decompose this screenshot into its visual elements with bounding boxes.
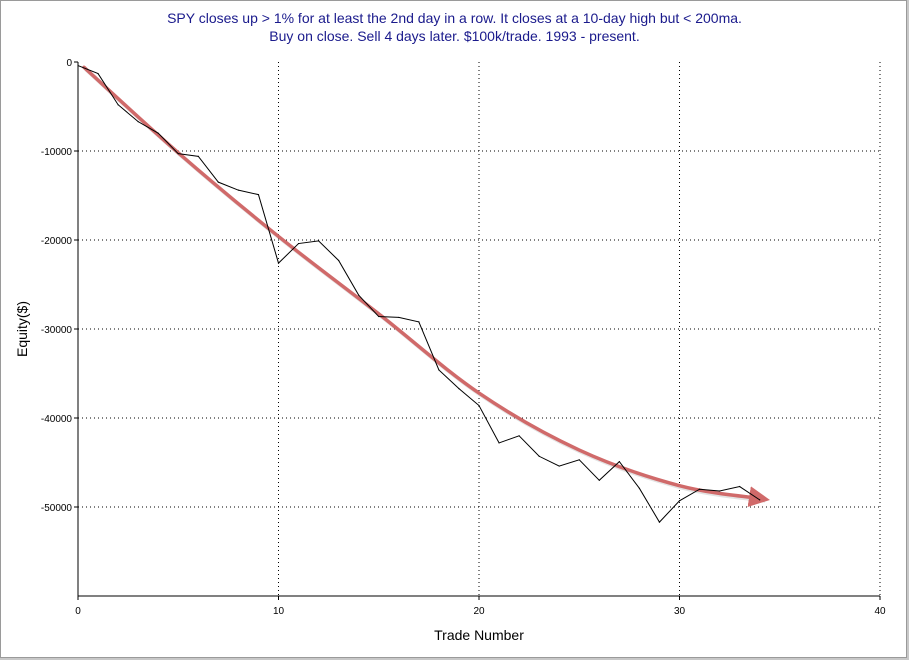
y-axis-label: Equity($) — [14, 301, 30, 357]
y-tick-label: -30000 — [41, 325, 73, 336]
equity-point — [618, 461, 620, 463]
equity-point — [678, 500, 681, 502]
equity-point — [458, 388, 460, 390]
equity-point — [518, 435, 520, 437]
x-tick-label: 20 — [473, 606, 485, 617]
series-group — [77, 64, 761, 523]
equity-point — [358, 294, 360, 296]
equity-point — [558, 465, 560, 467]
x-tick-label: 10 — [273, 606, 285, 617]
equity-point — [538, 455, 540, 457]
equity-point — [438, 369, 440, 371]
chart-subtitle: Buy on close. Sell 4 days later. $100k/t… — [269, 28, 640, 44]
equity-point — [698, 488, 701, 490]
trend-arrow-line — [82, 65, 770, 508]
equity-point — [398, 316, 400, 319]
x-tick-label: 30 — [674, 606, 686, 617]
equity-point — [297, 242, 300, 245]
equity-point — [418, 321, 420, 323]
equity-point — [719, 490, 721, 492]
equity-point — [217, 181, 219, 183]
equity-point — [77, 64, 79, 67]
equity-point — [578, 459, 580, 461]
equity-point — [177, 153, 179, 155]
equity-point — [759, 499, 761, 501]
equity-point — [277, 262, 280, 264]
equity-point — [378, 315, 380, 318]
trend-arrow — [82, 65, 770, 508]
equity-point — [97, 72, 99, 75]
x-tick-label: 40 — [874, 606, 886, 617]
equity-point — [237, 189, 239, 191]
chart-title-block: SPY closes up > 1% for at least the 2nd … — [0, 9, 909, 45]
equity-point — [137, 121, 139, 123]
equity-point — [157, 132, 159, 134]
equity-point — [338, 259, 340, 262]
chart-title: SPY closes up > 1% for at least the 2nd … — [167, 10, 742, 26]
equity-point — [658, 521, 661, 523]
equity-point — [117, 104, 119, 106]
equity-point — [598, 479, 600, 481]
x-tick-label: 0 — [75, 606, 81, 617]
equity-point — [318, 240, 320, 242]
equity-point — [638, 487, 641, 489]
axes: 0 10 20 30 40 0 -10000 -20000 -30000 -40000 -50000 — [41, 58, 886, 617]
y-tick-label: -10000 — [41, 147, 73, 158]
equity-point — [257, 194, 260, 196]
y-tick-label: -50000 — [41, 503, 73, 514]
y-tick-label: 0 — [66, 58, 72, 69]
grid — [78, 62, 881, 596]
y-tick-label: -20000 — [41, 236, 73, 247]
equity-point — [739, 485, 741, 488]
equity-point — [478, 404, 480, 407]
equity-point — [197, 155, 199, 157]
y-tick-label: -40000 — [41, 414, 73, 425]
x-axis-label: Trade Number — [434, 627, 524, 643]
equity-point — [498, 442, 500, 444]
